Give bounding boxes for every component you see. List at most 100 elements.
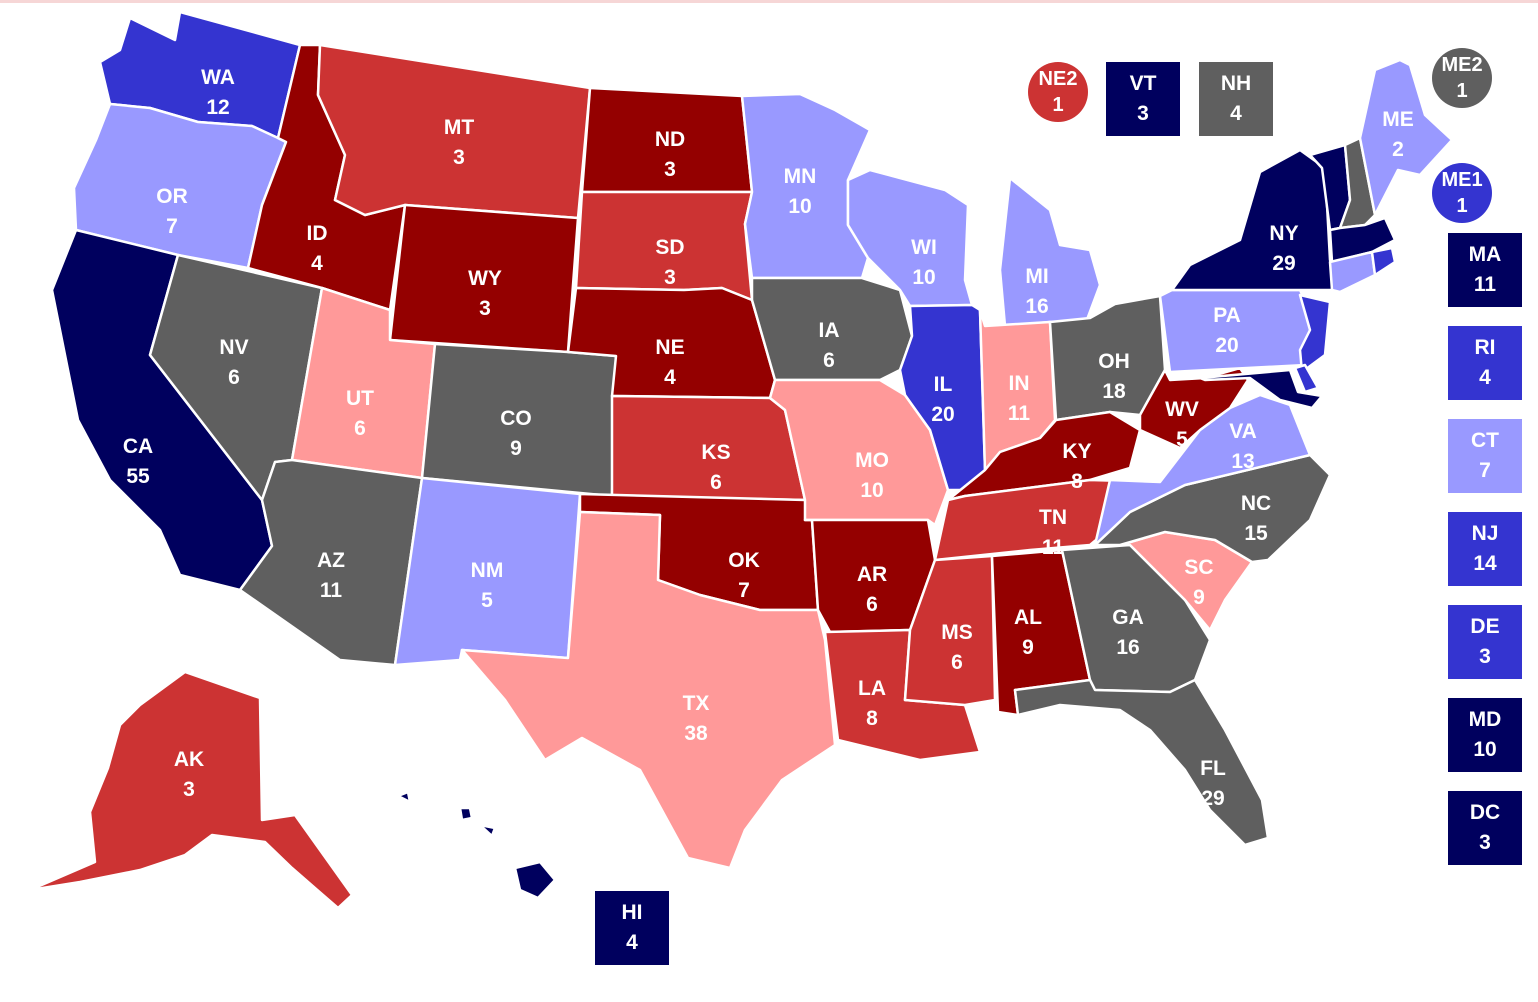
state-label-NC: NC <box>1241 492 1271 515</box>
state-box-label: VT <box>1129 72 1157 95</box>
state-box-NJ[interactable]: NJ 14 <box>1448 512 1522 586</box>
state-votes-MS: 6 <box>951 651 963 674</box>
state-label-NM: NM <box>471 559 504 582</box>
state-votes-IL: 20 <box>931 403 954 426</box>
state-label-MT: MT <box>444 116 474 139</box>
state-votes-OK: 7 <box>738 579 750 602</box>
district-ME1[interactable]: ME1 1 <box>1432 163 1492 223</box>
district-label: ME1 <box>1441 169 1483 191</box>
state-votes-SC: 9 <box>1193 586 1205 609</box>
state-FL[interactable] <box>1013 678 1270 847</box>
state-label-MN: MN <box>784 165 817 188</box>
state-votes-VA: 13 <box>1231 450 1254 473</box>
state-label-NY: NY <box>1269 222 1298 245</box>
state-votes-NM: 5 <box>481 589 493 612</box>
top-border <box>0 0 1538 3</box>
state-label-ID: ID <box>307 222 328 245</box>
state-VA[interactable] <box>1093 393 1312 547</box>
state-votes-PA: 20 <box>1215 334 1238 357</box>
district-ME2[interactable]: ME2 1 <box>1432 48 1492 108</box>
state-MO[interactable] <box>768 378 950 527</box>
state-label-OK: OK <box>728 549 760 572</box>
district-label: NE2 <box>1038 68 1078 90</box>
state-votes-OR: 7 <box>166 215 178 238</box>
state-label-AR: AR <box>857 563 887 586</box>
state-ME[interactable] <box>1358 58 1454 217</box>
state-MD[interactable] <box>1198 368 1324 410</box>
state-votes-OH: 18 <box>1102 380 1126 403</box>
state-box-MA[interactable]: MA 11 <box>1448 233 1522 307</box>
state-WV[interactable] <box>1138 366 1250 450</box>
district-NE2[interactable]: NE2 1 <box>1028 62 1088 122</box>
state-NY[interactable] <box>1170 148 1342 292</box>
state-IL[interactable] <box>898 303 987 492</box>
state-label-UT: UT <box>346 387 374 410</box>
state-box-votes: 4 <box>1230 102 1242 125</box>
state-votes-WI: 10 <box>912 266 935 289</box>
state-HI[interactable] <box>396 790 557 900</box>
state-box-votes: 3 <box>1479 645 1491 668</box>
state-votes-FL: 29 <box>1201 787 1224 810</box>
state-votes-KY: 8 <box>1071 470 1083 493</box>
state-AK[interactable] <box>28 670 354 910</box>
state-box-MD[interactable]: MD 10 <box>1448 698 1522 772</box>
district-label: ME2 <box>1441 54 1483 76</box>
state-label-IL: IL <box>934 373 953 396</box>
state-box-DC[interactable]: DC 3 <box>1448 791 1522 865</box>
state-label-TN: TN <box>1039 506 1067 529</box>
state-box-VT[interactable]: VT 3 <box>1106 62 1180 136</box>
state-votes-UT: 6 <box>354 417 366 440</box>
district-votes: 1 <box>1456 195 1468 217</box>
state-votes-NE: 4 <box>664 366 676 389</box>
state-box-RI[interactable]: RI 4 <box>1448 326 1522 400</box>
state-votes-ID: 4 <box>311 252 323 275</box>
state-box-label: NJ <box>1471 522 1499 545</box>
state-box-label: DC <box>1469 801 1501 824</box>
state-WI[interactable] <box>846 168 974 308</box>
state-label-AL: AL <box>1014 606 1042 629</box>
state-label-ME: ME <box>1382 108 1414 131</box>
state-CT[interactable] <box>1328 250 1377 294</box>
state-label-MO: MO <box>855 449 889 472</box>
state-votes-AK: 3 <box>183 778 195 801</box>
state-label-OH: OH <box>1098 350 1130 373</box>
state-votes-NC: 15 <box>1244 522 1268 545</box>
state-label-VA: VA <box>1229 420 1257 443</box>
state-label-MS: MS <box>941 621 973 644</box>
state-MI[interactable] <box>998 176 1102 328</box>
state-box-label: NH <box>1220 72 1252 95</box>
state-label-KY: KY <box>1062 440 1091 463</box>
state-label-IA: IA <box>819 319 840 342</box>
state-votes-MO: 10 <box>860 479 883 502</box>
state-votes-WY: 3 <box>479 297 491 320</box>
state-box-NH[interactable]: NH 4 <box>1199 62 1273 136</box>
state-votes-LA: 8 <box>866 707 878 730</box>
state-label-KS: KS <box>701 441 730 464</box>
state-votes-TN: 11 <box>1042 536 1065 559</box>
state-label-ND: ND <box>655 128 685 151</box>
state-label-AK: AK <box>174 748 204 771</box>
state-box-CT[interactable]: CT 7 <box>1448 419 1522 493</box>
state-votes-NY: 29 <box>1272 252 1295 275</box>
state-PA[interactable] <box>1158 288 1317 374</box>
state-votes-ND: 3 <box>664 158 676 181</box>
state-labels: WA12OR7CA55NV6ID4MT3WY3UT6AZ11CO9NM5ND3S… <box>123 66 1414 810</box>
state-TX[interactable] <box>460 510 837 870</box>
state-votes-KS: 6 <box>710 471 722 494</box>
state-box-DE[interactable]: DE 3 <box>1448 605 1522 679</box>
state-box-votes: 11 <box>1473 273 1497 296</box>
state-box-votes: 10 <box>1473 738 1497 761</box>
state-label-IN: IN <box>1009 372 1030 395</box>
state-label-GA: GA <box>1112 606 1144 629</box>
state-votes-CO: 9 <box>510 437 522 460</box>
state-votes-ME: 2 <box>1392 138 1404 161</box>
state-label-CO: CO <box>500 407 532 430</box>
state-votes-AZ: 11 <box>320 579 343 602</box>
state-votes-WA: 12 <box>206 96 229 119</box>
state-box-HI[interactable]: HI 4 <box>595 891 669 965</box>
state-DE[interactable] <box>1293 363 1320 394</box>
state-label-NE: NE <box>655 336 684 359</box>
state-box-label: MA <box>1468 243 1502 266</box>
state-label-SC: SC <box>1184 556 1213 579</box>
state-RI[interactable] <box>1370 246 1397 277</box>
